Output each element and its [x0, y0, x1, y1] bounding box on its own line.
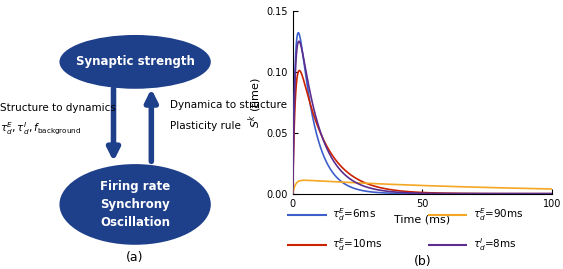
- Text: Firing rate
Synchrony
Oscillation: Firing rate Synchrony Oscillation: [100, 180, 170, 229]
- Text: $\tau_d^E$=90ms: $\tau_d^E$=90ms: [473, 206, 524, 223]
- Text: $\tau_d^I$=8ms: $\tau_d^I$=8ms: [473, 236, 516, 253]
- Text: Plasticity rule: Plasticity rule: [170, 121, 241, 132]
- Ellipse shape: [60, 35, 211, 89]
- Text: Dynamica to structure: Dynamica to structure: [170, 100, 287, 110]
- Text: $\tau_d^E, \tau_d^I, f_{\rm background}$: $\tau_d^E, \tau_d^I, f_{\rm background}$: [0, 121, 82, 137]
- Text: Structure to dynamics: Structure to dynamics: [0, 102, 116, 113]
- Text: Synaptic strength: Synaptic strength: [75, 55, 195, 68]
- Text: (b): (b): [413, 255, 431, 268]
- Text: (a): (a): [126, 251, 144, 264]
- X-axis label: Time (ms): Time (ms): [394, 214, 450, 224]
- Y-axis label: $S^k$ (time): $S^k$ (time): [246, 77, 263, 128]
- Ellipse shape: [60, 164, 211, 245]
- Text: $\tau_d^E$=6ms: $\tau_d^E$=6ms: [332, 206, 376, 223]
- Text: $\tau_d^E$=10ms: $\tau_d^E$=10ms: [332, 236, 383, 253]
